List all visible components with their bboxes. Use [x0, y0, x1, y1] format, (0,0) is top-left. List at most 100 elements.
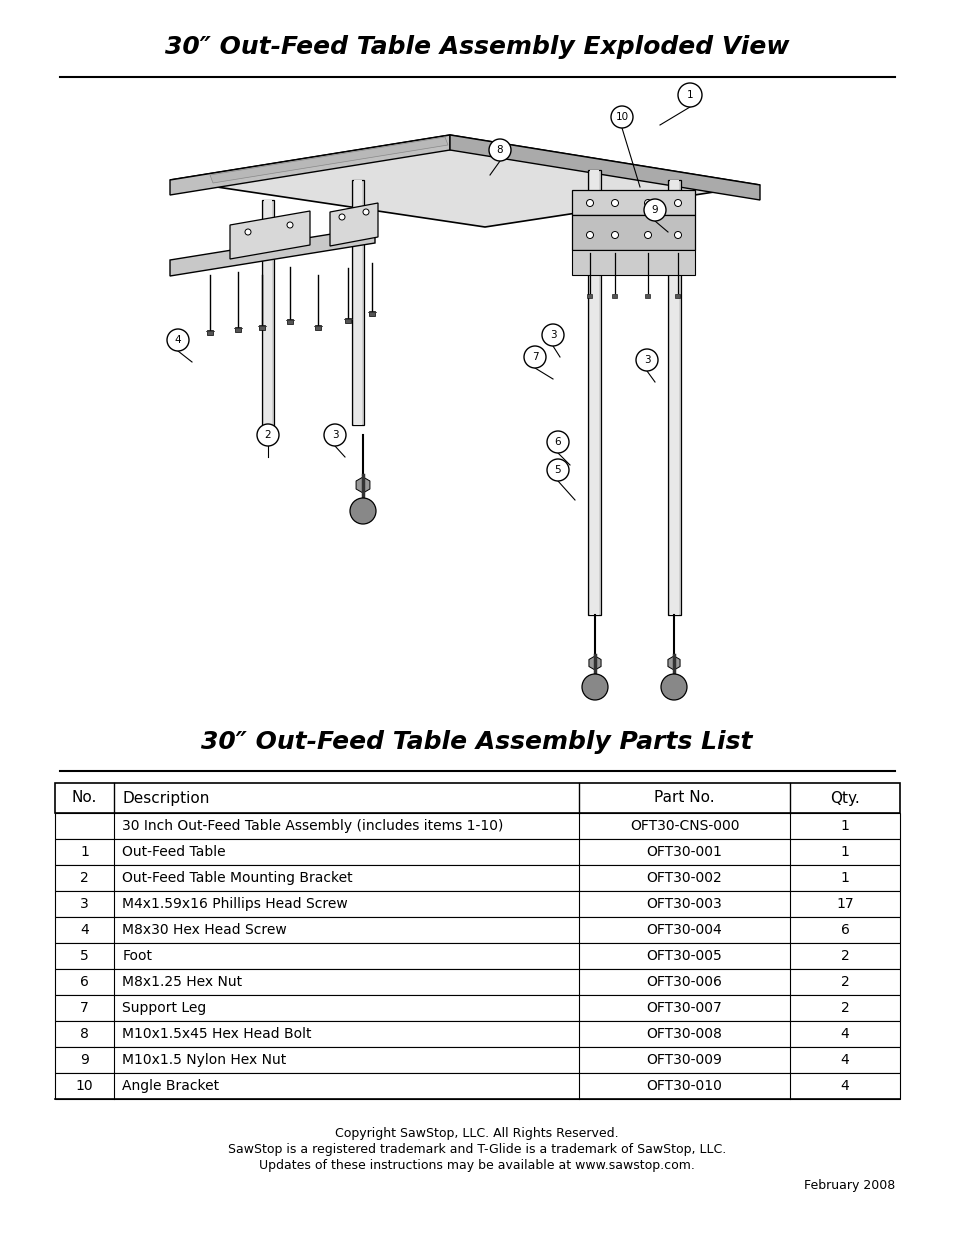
Polygon shape [588, 656, 600, 671]
Bar [55, 918, 899, 944]
Text: 4: 4 [840, 1053, 848, 1067]
Text: 1: 1 [686, 90, 693, 100]
Circle shape [611, 231, 618, 238]
Circle shape [643, 199, 665, 221]
Polygon shape [667, 656, 679, 671]
Text: Qty.: Qty. [829, 790, 859, 805]
Circle shape [489, 140, 511, 161]
Circle shape [678, 83, 701, 107]
Bar [369, 311, 375, 316]
Text: OFT30-005: OFT30-005 [646, 948, 721, 963]
Text: 3: 3 [80, 897, 89, 911]
Text: 6: 6 [840, 923, 848, 937]
Text: 4: 4 [80, 923, 89, 937]
Text: Description: Description [122, 790, 210, 805]
Text: 2: 2 [264, 430, 271, 440]
Bar [55, 969, 899, 995]
Text: Out-Feed Table Mounting Bracket: Out-Feed Table Mounting Bracket [122, 871, 353, 885]
Bar [352, 180, 364, 425]
Bar [645, 294, 650, 298]
Bar [55, 813, 899, 839]
Bar [612, 294, 617, 298]
Bar [262, 200, 274, 435]
Text: Part No.: Part No. [654, 790, 714, 805]
Circle shape [167, 329, 189, 351]
Polygon shape [170, 135, 450, 195]
Text: Copyright SawStop, LLC. All Rights Reserved.: Copyright SawStop, LLC. All Rights Reser… [335, 1128, 618, 1140]
Bar [667, 180, 680, 615]
Bar [55, 783, 899, 813]
Text: Foot: Foot [122, 948, 152, 963]
Bar [314, 325, 320, 330]
Bar [55, 1021, 899, 1047]
Text: OFT30-010: OFT30-010 [646, 1079, 721, 1093]
Text: 3: 3 [643, 354, 650, 366]
Text: Angle Bracket: Angle Bracket [122, 1079, 219, 1093]
Circle shape [541, 324, 563, 346]
Text: OFT30-006: OFT30-006 [646, 974, 721, 989]
Circle shape [546, 431, 568, 453]
Circle shape [245, 228, 251, 235]
Bar [55, 1047, 899, 1073]
Circle shape [644, 231, 651, 238]
Text: 5: 5 [80, 948, 89, 963]
Text: 6: 6 [80, 974, 89, 989]
Text: SawStop is a registered trademark and T-Glide is a trademark of SawStop, LLC.: SawStop is a registered trademark and T-… [228, 1144, 725, 1156]
Text: February 2008: February 2008 [803, 1179, 894, 1192]
Bar [264, 200, 272, 435]
Circle shape [636, 350, 658, 370]
Text: 1: 1 [840, 845, 848, 860]
Bar [345, 317, 351, 324]
Polygon shape [210, 137, 448, 183]
Text: 8: 8 [80, 1028, 89, 1041]
Text: 2: 2 [840, 974, 848, 989]
Bar [287, 319, 293, 324]
Circle shape [546, 459, 568, 480]
Text: 8: 8 [497, 144, 503, 156]
Text: 4: 4 [174, 335, 181, 345]
Circle shape [338, 214, 345, 220]
Polygon shape [572, 249, 695, 275]
Bar [55, 890, 899, 918]
Bar [587, 170, 600, 615]
Polygon shape [330, 203, 377, 246]
Circle shape [363, 209, 369, 215]
Bar [354, 180, 361, 425]
Text: 10: 10 [75, 1079, 93, 1093]
Circle shape [586, 200, 593, 206]
Circle shape [674, 231, 680, 238]
Polygon shape [572, 215, 695, 249]
Bar [675, 294, 679, 298]
Circle shape [674, 200, 680, 206]
Bar [55, 864, 899, 890]
Text: 9: 9 [651, 205, 658, 215]
Text: No.: No. [71, 790, 97, 805]
Polygon shape [230, 211, 310, 259]
Polygon shape [450, 135, 760, 200]
Text: 30″ Out-Feed Table Assembly Exploded View: 30″ Out-Feed Table Assembly Exploded Vie… [165, 35, 788, 59]
Text: M10x1.5x45 Hex Head Bolt: M10x1.5x45 Hex Head Bolt [122, 1028, 312, 1041]
Bar [589, 170, 598, 615]
Circle shape [324, 424, 346, 446]
Text: 4: 4 [840, 1028, 848, 1041]
Text: OFT30-002: OFT30-002 [646, 871, 721, 885]
Text: 2: 2 [80, 871, 89, 885]
Text: 3: 3 [332, 430, 338, 440]
Text: 2: 2 [840, 948, 848, 963]
Text: 9: 9 [80, 1053, 89, 1067]
Text: OFT30-001: OFT30-001 [646, 845, 721, 860]
Text: OFT30-007: OFT30-007 [646, 1002, 721, 1015]
Text: 5: 5 [554, 466, 560, 475]
Text: Out-Feed Table: Out-Feed Table [122, 845, 226, 860]
Text: 3: 3 [549, 330, 556, 340]
Text: Support Leg: Support Leg [122, 1002, 206, 1015]
Text: 2: 2 [840, 1002, 848, 1015]
Circle shape [610, 106, 633, 128]
Text: 1: 1 [80, 845, 89, 860]
Polygon shape [572, 190, 695, 215]
Text: 30″ Out-Feed Table Assembly Parts List: 30″ Out-Feed Table Assembly Parts List [201, 730, 752, 755]
Text: 10: 10 [615, 112, 628, 122]
Bar [669, 180, 679, 615]
Circle shape [256, 424, 278, 446]
Text: M4x1.59x16 Phillips Head Screw: M4x1.59x16 Phillips Head Screw [122, 897, 348, 911]
